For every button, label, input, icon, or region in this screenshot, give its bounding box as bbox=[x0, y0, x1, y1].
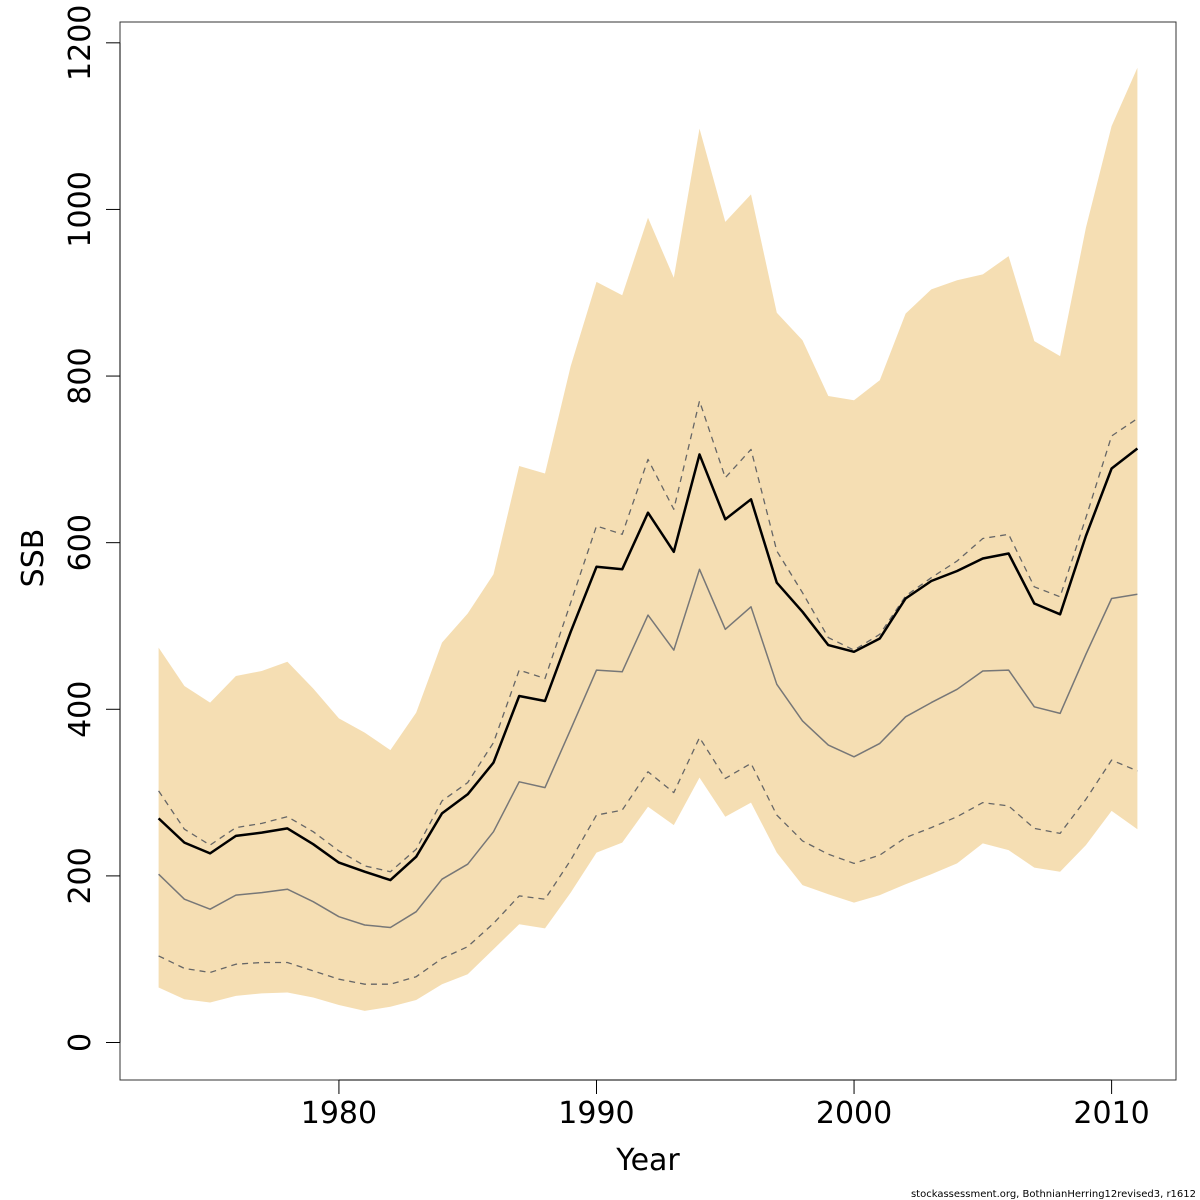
series-line-2 bbox=[158, 568, 1138, 929]
y-axis: 0 200 400 600 800 1000 1200 bbox=[63, 5, 121, 1052]
series-line-0 bbox=[157, 447, 1139, 882]
x-tick-label: 1990 bbox=[558, 1096, 634, 1131]
y-tick-label: 200 bbox=[63, 847, 98, 904]
x-tick-label: 2010 bbox=[1073, 1096, 1149, 1131]
y-tick-label: 1000 bbox=[63, 171, 98, 247]
y-tick-label: 400 bbox=[63, 681, 98, 738]
y-axis-title: SSB bbox=[16, 529, 51, 588]
y-tick-label: 0 bbox=[63, 1033, 98, 1052]
series-line-1 bbox=[158, 400, 1138, 873]
footer-note: stockassessment.org, BothnianHerring12re… bbox=[911, 1189, 1196, 1200]
x-axis-title: Year bbox=[615, 1143, 680, 1178]
confidence-band bbox=[158, 67, 1138, 1011]
plot-area bbox=[157, 67, 1139, 1011]
y-tick-label: 600 bbox=[63, 514, 98, 571]
x-tick-label: 2000 bbox=[816, 1096, 892, 1131]
x-tick-label: 1980 bbox=[301, 1096, 377, 1131]
series-line-3 bbox=[158, 736, 1138, 985]
x-axis: 1980 1990 2000 2010 bbox=[301, 1079, 1150, 1131]
y-tick-label: 1200 bbox=[63, 5, 98, 81]
y-tick-label: 800 bbox=[63, 347, 98, 404]
